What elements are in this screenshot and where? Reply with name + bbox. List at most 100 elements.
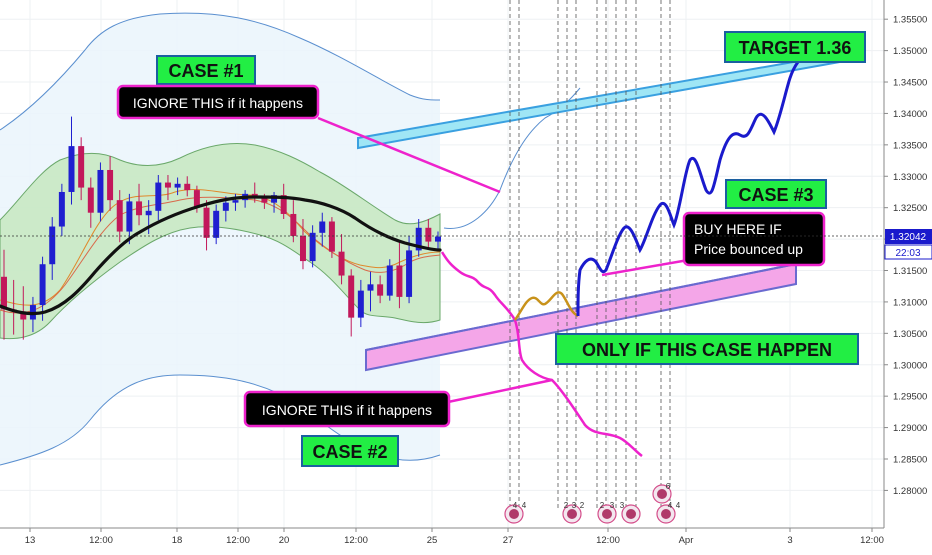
event-count-label: 3 <box>610 501 615 510</box>
y-tick-label: 1.34500 <box>893 78 927 89</box>
case1-label: CASE #1 <box>156 55 256 85</box>
only-if-label: ONLY IF THIS CASE HAPPEN <box>555 333 859 365</box>
x-tick-label: 3 <box>787 535 792 546</box>
x-tick-label: 12:00 <box>344 535 368 546</box>
svg-text:1.32042: 1.32042 <box>890 232 927 243</box>
candle-body <box>232 200 239 203</box>
event-count-label: 4 <box>676 501 681 510</box>
event-count-label: 2 <box>564 501 569 510</box>
candle-body <box>87 187 94 213</box>
candle-body <box>97 169 104 213</box>
svg-text:Price bounced up: Price bounced up <box>694 241 803 257</box>
candle-body <box>107 169 114 201</box>
candle-body <box>1 276 7 310</box>
pink-projection-path <box>440 251 643 457</box>
candle-body <box>193 190 200 208</box>
svg-text:BUY HERE IF: BUY HERE IF <box>694 221 782 237</box>
svg-text:IGNORE THIS if it happens: IGNORE THIS if it happens <box>262 402 432 418</box>
candle-body <box>415 227 422 251</box>
x-tick-label: 12:00 <box>226 535 250 546</box>
y-tick-label: 1.28500 <box>893 454 927 465</box>
event-count-label: 3 <box>620 501 625 510</box>
y-tick-label: 1.32500 <box>893 203 927 214</box>
y-tick-label: 1.33500 <box>893 140 927 151</box>
ignore-top-pointer <box>317 116 501 194</box>
x-tick-label: 12:00 <box>860 535 884 546</box>
x-tick-label: 27 <box>503 535 514 546</box>
case2-label: CASE #2 <box>301 435 399 467</box>
candle-body <box>58 191 65 227</box>
case3-label: CASE #3 <box>725 179 827 209</box>
event-flag-inner-icon <box>661 509 671 519</box>
outer-band-upper <box>0 12 441 131</box>
event-count-label: 4 <box>513 501 518 510</box>
candle-body <box>367 284 374 291</box>
candle-body <box>280 195 287 214</box>
ignore-top-label: IGNORE THIS if it happens <box>116 84 320 120</box>
candle-body <box>164 182 171 188</box>
candle-body <box>435 236 441 242</box>
event-count-label: 4 <box>668 501 673 510</box>
candle-body <box>271 195 278 203</box>
candle-body <box>126 201 133 232</box>
candle-body <box>261 198 268 203</box>
event-flag-inner-icon <box>657 489 667 499</box>
y-tick-label: 1.31500 <box>893 266 927 277</box>
y-tick-label: 1.35500 <box>893 15 927 26</box>
candle-body <box>357 290 364 318</box>
candle-body <box>338 251 345 276</box>
x-tick-label: 25 <box>427 535 438 546</box>
candle-body <box>136 201 143 216</box>
candle-body <box>174 183 181 188</box>
candle-body <box>290 213 297 236</box>
event-count-label: 2 <box>600 501 605 510</box>
svg-text:ONLY IF THIS CASE HAPPEN: ONLY IF THIS CASE HAPPEN <box>582 340 832 360</box>
y-tick-label: 1.35000 <box>893 46 927 57</box>
event-flag-inner-icon <box>626 509 636 519</box>
y-tick-label: 1.33000 <box>893 172 927 183</box>
countdown-tag: 22:03 <box>884 244 932 260</box>
candle-body <box>145 210 152 216</box>
last-price-tag: 1.32042 <box>885 229 932 244</box>
y-tick-label: 1.34000 <box>893 109 927 120</box>
ignore-bottom-pointer <box>447 378 553 404</box>
event-dashed-lines <box>509 0 671 510</box>
svg-text:CASE #1: CASE #1 <box>168 61 243 81</box>
x-tick-label: 12:00 <box>89 535 113 546</box>
candle-body <box>39 264 46 306</box>
svg-text:CASE #3: CASE #3 <box>738 185 813 205</box>
lower-channel-top-edge <box>365 263 797 351</box>
y-tick-label: 1.29500 <box>893 392 927 403</box>
candle-body <box>309 232 316 262</box>
target-label: TARGET 1.36 <box>724 31 866 63</box>
x-tick-label: 13 <box>25 535 36 546</box>
candle-body <box>386 265 393 296</box>
svg-text:IGNORE THIS if it happens: IGNORE THIS if it happens <box>133 95 303 111</box>
event-count-label: 4 <box>522 501 527 510</box>
candle-body <box>377 284 384 296</box>
economic-event-icons[interactable]: 4 4 2 3 2 2 3 3 4 46 <box>504 482 681 524</box>
fast-ma-line <box>0 189 441 306</box>
event-flag-inner-icon <box>509 509 519 519</box>
event-flag-inner-icon <box>602 509 612 519</box>
candle-body <box>78 146 85 188</box>
candle-body <box>213 210 220 238</box>
event-count-label: 6 <box>666 482 671 491</box>
event-count-label: 2 <box>580 501 585 510</box>
sma-line <box>0 195 442 316</box>
svg-text:TARGET 1.36: TARGET 1.36 <box>739 38 852 58</box>
event-count-label: 3 <box>572 501 577 510</box>
candle-body <box>319 221 326 233</box>
x-tick-label: 18 <box>172 535 183 546</box>
candle-body <box>425 227 432 242</box>
candle-body <box>348 275 355 318</box>
candle-body <box>116 200 123 232</box>
candle-body <box>406 250 413 297</box>
candle-body <box>49 226 56 265</box>
candle-body <box>396 265 403 297</box>
y-tick-label: 1.30000 <box>893 360 927 371</box>
x-tick-label: 20 <box>279 535 290 546</box>
time-axis[interactable]: 13 12:00 18 12:00 20 12:00 25 27 12:00 Apr 3 12:00 <box>25 528 884 546</box>
